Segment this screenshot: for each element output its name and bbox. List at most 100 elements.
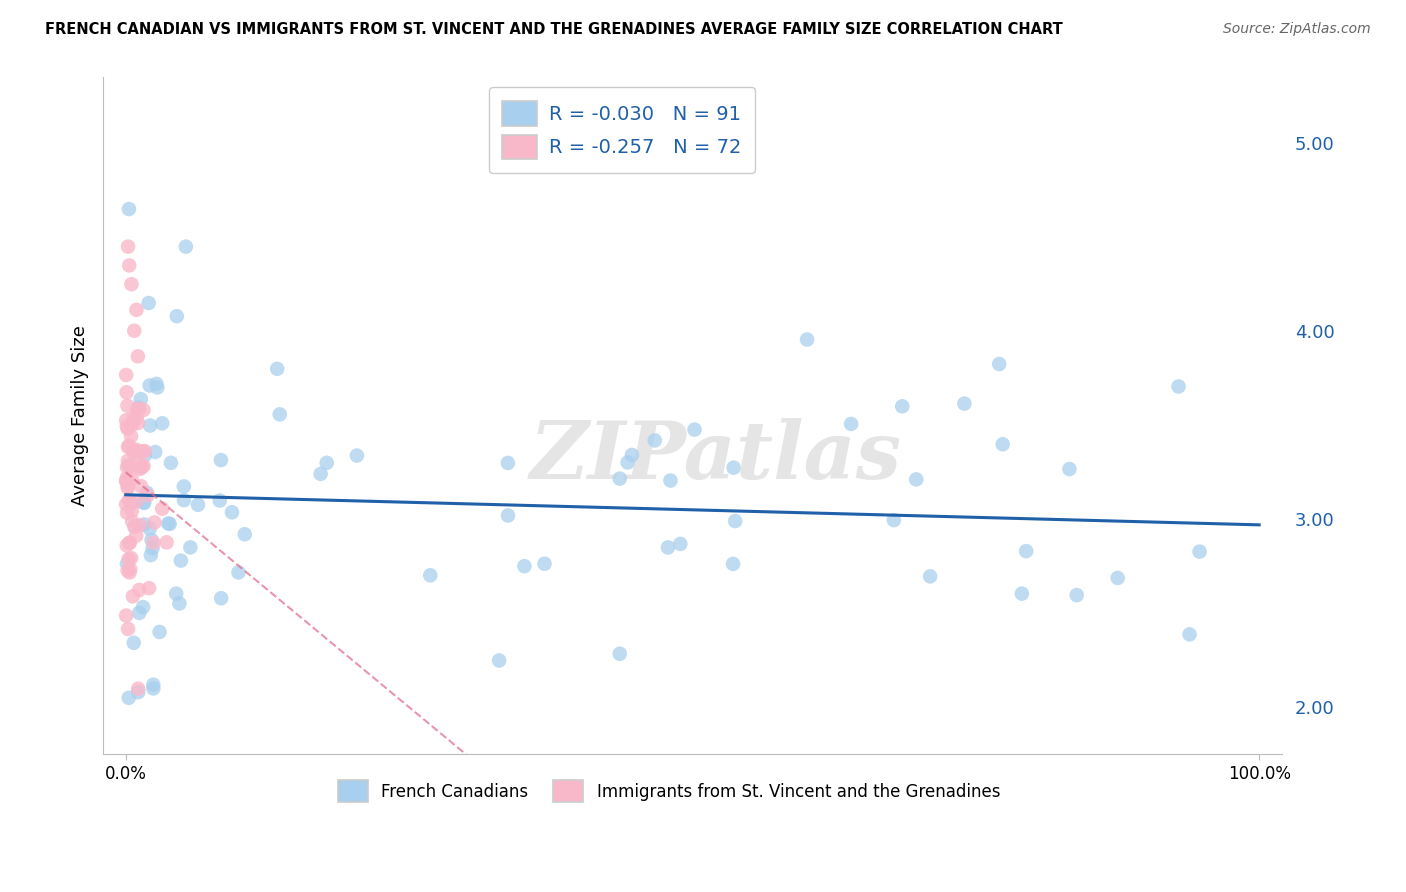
Point — [136, 488, 159, 502]
Point — [1188, 544, 1211, 558]
Point — [173, 493, 195, 508]
Point — [513, 559, 536, 574]
Point — [1066, 588, 1088, 602]
Point — [346, 449, 368, 463]
Point — [118, 494, 141, 508]
Point — [609, 647, 631, 661]
Text: FRENCH CANADIAN VS IMMIGRANTS FROM ST. VINCENT AND THE GRENADINES AVERAGE FAMILY: FRENCH CANADIAN VS IMMIGRANTS FROM ST. V… — [45, 22, 1063, 37]
Point — [142, 678, 165, 692]
Point — [125, 410, 148, 425]
Point — [125, 402, 148, 417]
Point — [228, 566, 250, 580]
Point — [991, 437, 1014, 451]
Point — [117, 422, 139, 436]
Point — [122, 636, 145, 650]
Point — [132, 600, 155, 615]
Point — [160, 456, 183, 470]
Point — [129, 479, 152, 493]
Point — [496, 456, 519, 470]
Point — [115, 470, 138, 484]
Point — [496, 508, 519, 523]
Point — [132, 496, 155, 510]
Point — [120, 562, 142, 576]
Point — [128, 518, 150, 533]
Point — [115, 385, 138, 400]
Point — [138, 296, 160, 310]
Point — [1178, 627, 1201, 641]
Point — [117, 622, 139, 636]
Point — [115, 497, 138, 511]
Text: ZIPatlas: ZIPatlas — [530, 417, 903, 495]
Point — [115, 413, 138, 427]
Point — [143, 516, 166, 530]
Point — [118, 492, 141, 507]
Point — [121, 504, 143, 518]
Point — [269, 408, 291, 422]
Point — [118, 439, 141, 453]
Point — [118, 690, 141, 705]
Point — [117, 475, 139, 489]
Point — [115, 538, 138, 552]
Point — [117, 564, 139, 578]
Point — [115, 474, 138, 488]
Point — [150, 417, 173, 431]
Point — [142, 541, 165, 556]
Point — [148, 624, 170, 639]
Point — [659, 474, 682, 488]
Point — [125, 445, 148, 459]
Point — [209, 591, 232, 606]
Point — [129, 392, 152, 406]
Point — [233, 527, 256, 541]
Point — [118, 259, 141, 273]
Point — [221, 505, 243, 519]
Point — [120, 551, 142, 566]
Point — [208, 493, 231, 508]
Point — [920, 569, 942, 583]
Point — [644, 434, 666, 448]
Point — [131, 459, 153, 474]
Point — [309, 467, 332, 481]
Point — [616, 455, 638, 469]
Point — [128, 606, 150, 620]
Point — [128, 582, 150, 597]
Point — [124, 520, 146, 534]
Point — [159, 516, 181, 531]
Point — [128, 401, 150, 415]
Point — [138, 581, 160, 595]
Point — [721, 557, 744, 571]
Point — [419, 568, 441, 582]
Point — [121, 515, 143, 529]
Point — [1011, 587, 1033, 601]
Point — [117, 239, 139, 253]
Point — [143, 445, 166, 459]
Point — [129, 462, 152, 476]
Point — [179, 541, 201, 555]
Point — [129, 460, 152, 475]
Point — [125, 444, 148, 458]
Point — [125, 528, 148, 542]
Point — [124, 444, 146, 458]
Point — [166, 309, 188, 323]
Point — [132, 458, 155, 473]
Point — [117, 481, 139, 495]
Point — [121, 497, 143, 511]
Point — [121, 590, 143, 604]
Point — [122, 410, 145, 425]
Point — [118, 536, 141, 550]
Point — [127, 453, 149, 467]
Point — [127, 416, 149, 430]
Y-axis label: Average Family Size: Average Family Size — [72, 326, 89, 507]
Point — [173, 479, 195, 493]
Point — [488, 653, 510, 667]
Point — [142, 681, 165, 696]
Point — [118, 552, 141, 566]
Point — [121, 277, 143, 292]
Point — [118, 566, 141, 580]
Point — [127, 349, 149, 363]
Point — [1167, 379, 1189, 393]
Point — [209, 453, 232, 467]
Point — [683, 423, 706, 437]
Point — [121, 417, 143, 432]
Point — [174, 239, 197, 253]
Point — [315, 456, 337, 470]
